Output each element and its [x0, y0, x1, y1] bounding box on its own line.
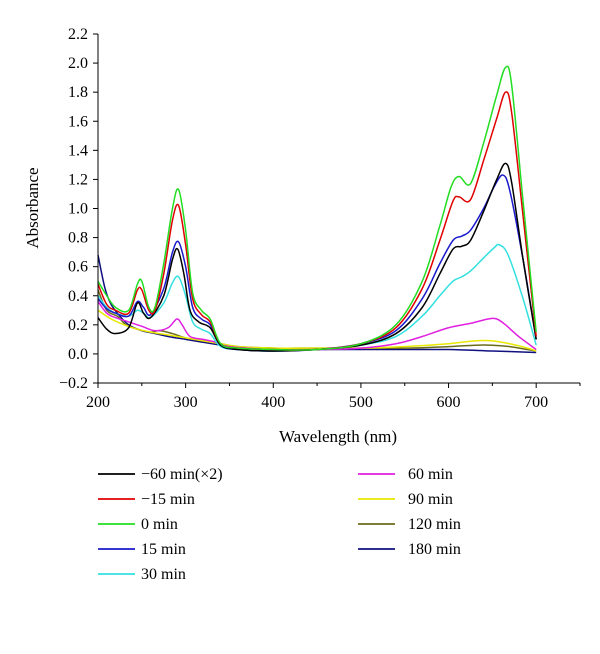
y-tick-label: 0.0	[68, 346, 88, 363]
y-tick-label: 1.6	[68, 113, 88, 130]
x-tick-label: 500	[349, 394, 373, 411]
axes-layer: 200 300 400 500 600 700 −0.2 0.0 0.2 0.4 0.6 0.8 1.0…	[59, 26, 581, 411]
x-tick-label: 300	[174, 394, 198, 411]
series-line-1	[97, 91, 537, 351]
legend-label: 180 min	[408, 541, 461, 558]
legend-label: 90 min	[408, 491, 453, 508]
y-tick-label: 2.2	[68, 26, 88, 43]
y-tick-label: 1.2	[68, 171, 88, 188]
y-tick-label: 0.4	[68, 288, 88, 305]
series-line-2	[97, 65, 537, 351]
y-axis-title: Absorbance	[23, 167, 42, 248]
y-tick-label: 1.4	[68, 142, 88, 159]
x-tick-label: 600	[437, 394, 461, 411]
legend-label: 15 min	[141, 541, 186, 558]
series-line-6	[97, 309, 537, 352]
legend-label: −15 min	[141, 491, 195, 508]
y-tick-label: 0.2	[68, 317, 88, 334]
legend-label: 60 min	[408, 466, 453, 483]
series-line-5	[97, 301, 537, 351]
x-tick-label: 200	[86, 394, 110, 411]
curves-layer	[97, 65, 537, 354]
y-tick-label: 1.8	[68, 84, 88, 101]
x-axis-title: Wavelength (nm)	[279, 427, 397, 446]
y-tick-label: 0.8	[68, 230, 88, 247]
y-tick-label: −0.2	[59, 375, 88, 392]
legend: −60 min(×2) −15 min 0 min 15 min 30 min 60 mi…	[98, 466, 461, 583]
y-tick-label: 1.0	[68, 201, 88, 218]
series-line-0	[97, 162, 537, 352]
y-tick-label: 0.6	[68, 259, 88, 276]
legend-label: 120 min	[408, 516, 461, 533]
x-tick-label: 700	[524, 394, 548, 411]
series-line-8	[97, 254, 537, 354]
x-tick-label: 400	[261, 394, 285, 411]
legend-label: −60 min(×2)	[141, 466, 223, 483]
y-tick-label: 2.0	[68, 55, 88, 72]
legend-label: 0 min	[141, 516, 178, 533]
legend-label: 30 min	[141, 566, 186, 583]
